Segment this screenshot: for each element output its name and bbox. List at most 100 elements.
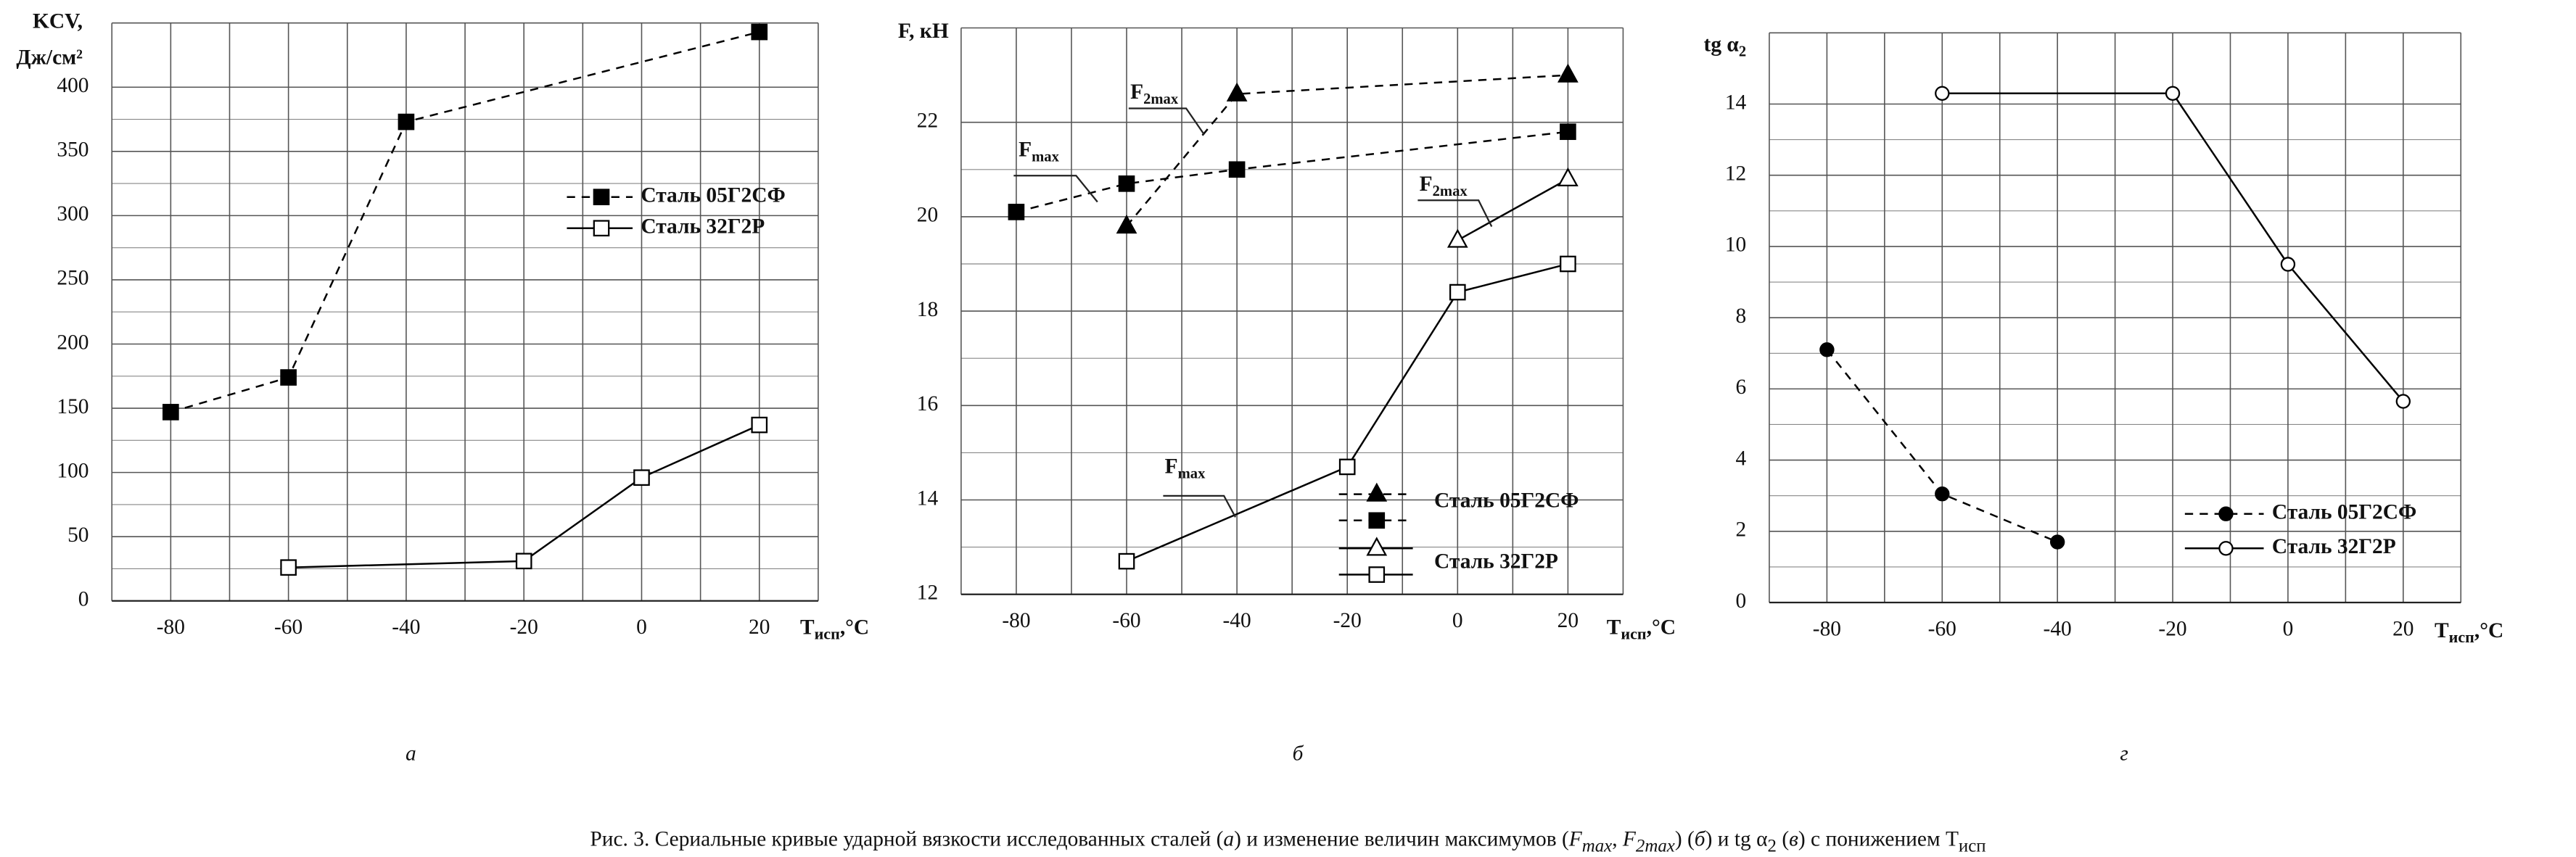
- legend-label: Сталь 32Г2Р: [641, 215, 765, 238]
- legend-marker: [593, 220, 610, 237]
- data-point: [2280, 257, 2296, 272]
- x-tick-label: -20: [1333, 609, 1362, 632]
- x-axis-label: Tисп,°C: [2435, 619, 2503, 646]
- caption-part: F: [1568, 827, 1583, 850]
- legend-marker: [1366, 537, 1388, 556]
- data-point: [2165, 86, 2181, 101]
- x-axis-label-main: T: [1607, 616, 1621, 639]
- data-point: [280, 369, 297, 386]
- x-tick-label: 20: [749, 616, 770, 639]
- x-tick-label: 0: [2283, 617, 2294, 640]
- legend-label: Сталь 05Г2СФ: [2272, 500, 2416, 523]
- legend-marker: [1368, 566, 1386, 583]
- data-point: [1557, 63, 1579, 83]
- annotation: F2max: [1130, 80, 1179, 107]
- x-tick-label: 0: [636, 616, 647, 639]
- y-tick-label: 0: [1736, 589, 1747, 613]
- legend-label: Сталь 05Г2СФ: [641, 183, 785, 207]
- x-axis-label-suffix: ,°C: [1647, 616, 1676, 639]
- data-point: [1116, 214, 1137, 234]
- y-axis-label: KCV,: [33, 9, 83, 33]
- y-axis-label: Дж/см²: [16, 46, 83, 69]
- legend-label: Сталь 05Г2СФ: [1434, 489, 1579, 513]
- x-tick-label: -40: [1222, 609, 1251, 632]
- x-tick-label: -80: [1813, 617, 1841, 640]
- x-tick-label: 20: [1557, 609, 1579, 632]
- caption-part: 2max: [1636, 836, 1675, 856]
- annotation-leader: [1128, 107, 1205, 136]
- y-tick-label: 12: [917, 581, 938, 604]
- data-point: [2049, 534, 2065, 550]
- y-tick-label: 4: [1736, 447, 1747, 470]
- y-tick-label: 150: [57, 395, 89, 418]
- annotation-sub: max: [1032, 149, 1059, 165]
- y-tick-label: 250: [57, 267, 89, 290]
- panel-label: г: [2120, 742, 2128, 765]
- y-tick-label: 8: [1736, 305, 1747, 328]
- legend-label: Сталь 32Г2Р: [2272, 535, 2396, 558]
- data-point: [1560, 123, 1576, 141]
- legend-marker: [2218, 506, 2234, 521]
- data-point: [1447, 228, 1468, 248]
- series-line: [1942, 92, 2404, 402]
- annotation-leader: [1417, 199, 1493, 227]
- x-axis-label-suffix: ,°C: [2474, 619, 2503, 642]
- data-point: [1449, 283, 1466, 301]
- annotation-sub: max: [1178, 465, 1206, 481]
- data-point: [1118, 552, 1135, 570]
- data-point: [1226, 82, 1248, 102]
- y-tick-label: 16: [917, 392, 938, 415]
- panel-label: б: [1293, 742, 1304, 765]
- series-line: [1126, 262, 1568, 563]
- x-tick-label: -80: [157, 616, 185, 639]
- y-tick-label: 22: [917, 109, 938, 132]
- x-tick-label: -20: [510, 616, 538, 639]
- annotation-leader: [1163, 494, 1237, 518]
- data-point: [1935, 487, 1950, 502]
- caption-part: в: [1789, 827, 1798, 850]
- caption-part: ) с понижением T: [1798, 827, 1959, 850]
- annotation-leader: [1013, 175, 1098, 203]
- caption-part: исп: [1959, 836, 1986, 856]
- y-tick-label: 200: [57, 331, 89, 354]
- caption-part: Рис. 3. Сериальные кривые ударной вязкос…: [590, 827, 1223, 850]
- x-tick-label: -60: [1928, 617, 1956, 640]
- y-tick-label: 0: [78, 588, 89, 611]
- x-axis-label: Tисп,°C: [800, 616, 869, 642]
- x-tick-label: -80: [1002, 609, 1030, 632]
- y-tick-label: 10: [1725, 233, 1746, 257]
- x-axis-label-sub: исп: [2449, 628, 2475, 646]
- caption-part: ) и tg α: [1705, 827, 1768, 850]
- y-tick-label: 18: [917, 298, 938, 321]
- series-line: [288, 423, 760, 568]
- caption-part: ) и изменение величин максимумов (: [1234, 827, 1569, 850]
- annotation: F2max: [1420, 173, 1468, 199]
- x-tick-label: 0: [1452, 609, 1463, 632]
- y-axis-label: tg α2: [1704, 33, 1747, 59]
- y-tick-label: 300: [57, 202, 89, 225]
- annotation-sub: 2max: [1433, 183, 1468, 199]
- y-tick-label: 14: [917, 487, 939, 510]
- legend-marker: [2218, 541, 2234, 556]
- y-tick-label: 100: [57, 459, 89, 482]
- data-point: [1557, 167, 1579, 187]
- series-line: [170, 30, 760, 413]
- data-point: [1338, 458, 1356, 476]
- data-point: [1935, 86, 1950, 101]
- legend-label: Сталь 32Г2Р: [1434, 550, 1558, 573]
- annotation: Fmax: [1019, 138, 1059, 165]
- legend-marker: [1368, 512, 1386, 529]
- x-axis-label-main: T: [800, 616, 815, 639]
- caption-part: ,: [1612, 827, 1623, 850]
- data-point: [633, 469, 650, 487]
- caption-part: (: [1777, 827, 1789, 850]
- y-tick-label: 12: [1725, 162, 1746, 185]
- caption-part: 2: [1768, 836, 1777, 856]
- y-tick-label: 350: [57, 138, 89, 162]
- data-point: [1118, 175, 1135, 192]
- data-point: [1008, 204, 1025, 220]
- x-tick-label: -40: [2044, 617, 2072, 640]
- y-axis-label-main: tg α: [1704, 33, 1740, 56]
- x-tick-label: -20: [2158, 617, 2186, 640]
